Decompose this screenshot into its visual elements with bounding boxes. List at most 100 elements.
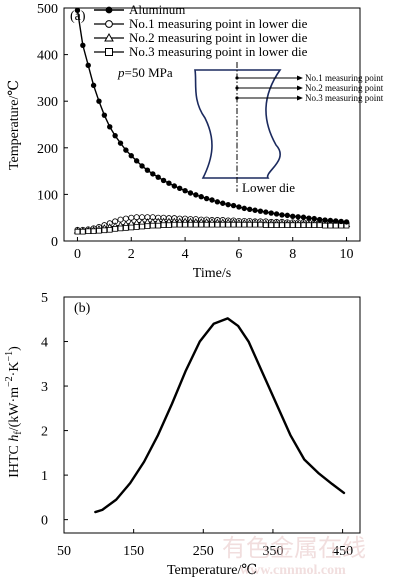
legend-item-no2: No.2 measuring point in lower die bbox=[94, 30, 308, 45]
data-point-no3 bbox=[85, 228, 92, 235]
panel-a-x-tick-label: 4 bbox=[182, 247, 189, 262]
data-point-aluminum bbox=[193, 192, 199, 198]
data-point-aluminum bbox=[230, 202, 237, 209]
series-no3 bbox=[74, 221, 350, 235]
data-point-no3 bbox=[133, 224, 140, 230]
data-point-no3 bbox=[263, 222, 269, 228]
arrowhead-point-2 bbox=[297, 85, 303, 91]
data-point-aluminum bbox=[268, 210, 274, 216]
data-point-no3 bbox=[171, 221, 178, 228]
data-point-aluminum bbox=[220, 200, 226, 206]
inset-label-lower-die: Lower die bbox=[242, 180, 295, 195]
panel-a-legend: Aluminum No.1 measuring point in lower d… bbox=[94, 2, 308, 59]
data-point-aluminum bbox=[338, 218, 344, 225]
data-point-aluminum bbox=[306, 215, 312, 221]
data-point-no3 bbox=[198, 221, 205, 228]
data-point-aluminum bbox=[311, 215, 317, 222]
data-point-aluminum bbox=[279, 212, 285, 218]
data-point-aluminum bbox=[74, 7, 81, 14]
data-point-aluminum bbox=[257, 208, 264, 214]
data-point-aluminum bbox=[80, 42, 86, 48]
panel-a-label: (a) bbox=[70, 9, 86, 24]
inset-label-point-1: No.1 measuring point bbox=[305, 73, 384, 83]
data-point-no3 bbox=[322, 222, 328, 229]
data-point-no3 bbox=[139, 223, 145, 230]
data-point-no3 bbox=[241, 221, 248, 228]
die-outline bbox=[194, 69, 282, 179]
data-point-no3 bbox=[166, 222, 172, 228]
legend-marker-filled-circle bbox=[105, 6, 113, 14]
data-point-no3 bbox=[106, 227, 113, 233]
panel-b-x-ticks: 50 150 250 350 450 bbox=[57, 529, 353, 559]
data-point-no3 bbox=[300, 222, 307, 228]
legend-item-aluminum: Aluminum bbox=[94, 2, 185, 17]
panel-a-x-tick-label: 10 bbox=[340, 247, 354, 262]
data-point-no3 bbox=[273, 222, 280, 228]
legend-item-no1: No.1 measuring point in lower die bbox=[94, 16, 308, 31]
panel-a-x-tick-label: 8 bbox=[289, 247, 296, 262]
data-point-no3 bbox=[236, 221, 242, 228]
legend-label-no3: No.3 measuring point in lower die bbox=[129, 44, 308, 59]
data-point-no3 bbox=[160, 222, 167, 228]
data-point-aluminum bbox=[117, 140, 124, 146]
data-point-aluminum bbox=[246, 206, 253, 213]
data-point-no3 bbox=[74, 228, 81, 235]
data-point-no3 bbox=[128, 224, 135, 231]
data-point-aluminum bbox=[236, 204, 242, 210]
data-point-aluminum bbox=[96, 98, 102, 104]
series-aluminum bbox=[74, 7, 350, 225]
panel-b-ihtc-chart: 0 1 2 3 4 5 50 150 250 350 450 (b) IHTC hf/(kW·m−… bbox=[4, 291, 361, 578]
panel-b-y-tick-label: 1 bbox=[41, 469, 48, 484]
data-point-no3 bbox=[203, 221, 210, 228]
data-point-aluminum bbox=[101, 112, 108, 118]
data-point-no3 bbox=[332, 222, 339, 229]
data-point-aluminum bbox=[273, 211, 280, 217]
panel-a-x-tick-label: 2 bbox=[128, 247, 135, 262]
panel-a-y-axis-title: Temperature/℃ bbox=[7, 80, 22, 170]
data-point-aluminum bbox=[327, 217, 334, 224]
legend-marker-open-square bbox=[105, 48, 113, 56]
data-point-aluminum bbox=[128, 153, 134, 159]
lower-die-inset: No.1 measuring point No.2 measuring poin… bbox=[194, 62, 384, 195]
panel-b-plot-frame bbox=[63, 296, 361, 534]
data-point-aluminum bbox=[241, 205, 247, 212]
data-point-aluminum bbox=[139, 163, 145, 169]
data-point-no3 bbox=[176, 221, 183, 228]
legend-label-no2: No.2 measuring point in lower die bbox=[129, 30, 308, 45]
data-point-no3 bbox=[123, 225, 129, 231]
arrowhead-point-3 bbox=[297, 95, 303, 101]
data-point-aluminum bbox=[214, 199, 221, 205]
data-point-no3 bbox=[279, 222, 285, 228]
arrowhead-point-1 bbox=[297, 75, 303, 81]
data-point-no3 bbox=[209, 221, 215, 228]
data-point-aluminum bbox=[123, 147, 129, 153]
panel-b-y-axis-title: IHTC hf/(kW·m−2·K−1) bbox=[4, 346, 24, 478]
measuring-dot-2 bbox=[235, 86, 239, 90]
panel-a-x-axis-title: Time/s bbox=[193, 266, 231, 281]
data-point-no3 bbox=[306, 222, 312, 228]
data-point-no3 bbox=[80, 228, 86, 235]
data-point-no3 bbox=[112, 226, 118, 232]
panel-b-x-tick-label: 50 bbox=[57, 544, 71, 559]
legend-label-aluminum: Aluminum bbox=[129, 2, 185, 17]
legend-label-no1: No.1 measuring point in lower die bbox=[129, 16, 308, 31]
panel-a-x-tick-label: 0 bbox=[74, 247, 81, 262]
data-point-aluminum bbox=[295, 214, 301, 220]
data-point-no3 bbox=[101, 227, 108, 234]
data-point-no3 bbox=[246, 221, 253, 228]
data-point-aluminum bbox=[182, 187, 188, 194]
data-point-aluminum bbox=[177, 185, 183, 192]
legend-marker-open-triangle bbox=[104, 32, 114, 42]
data-point-aluminum bbox=[112, 132, 118, 139]
data-point-aluminum bbox=[90, 82, 97, 89]
measuring-dot-3 bbox=[235, 96, 239, 100]
panel-b-y-tick-label: 3 bbox=[41, 380, 48, 395]
panel-b-x-tick-label: 250 bbox=[193, 544, 214, 559]
data-point-no3 bbox=[214, 221, 221, 228]
data-point-no3 bbox=[144, 223, 151, 229]
data-point-aluminum bbox=[343, 219, 350, 225]
data-point-aluminum bbox=[155, 174, 161, 180]
data-point-no3 bbox=[182, 221, 188, 228]
data-point-aluminum bbox=[322, 217, 328, 223]
legend-marker-open-circle bbox=[105, 20, 113, 28]
